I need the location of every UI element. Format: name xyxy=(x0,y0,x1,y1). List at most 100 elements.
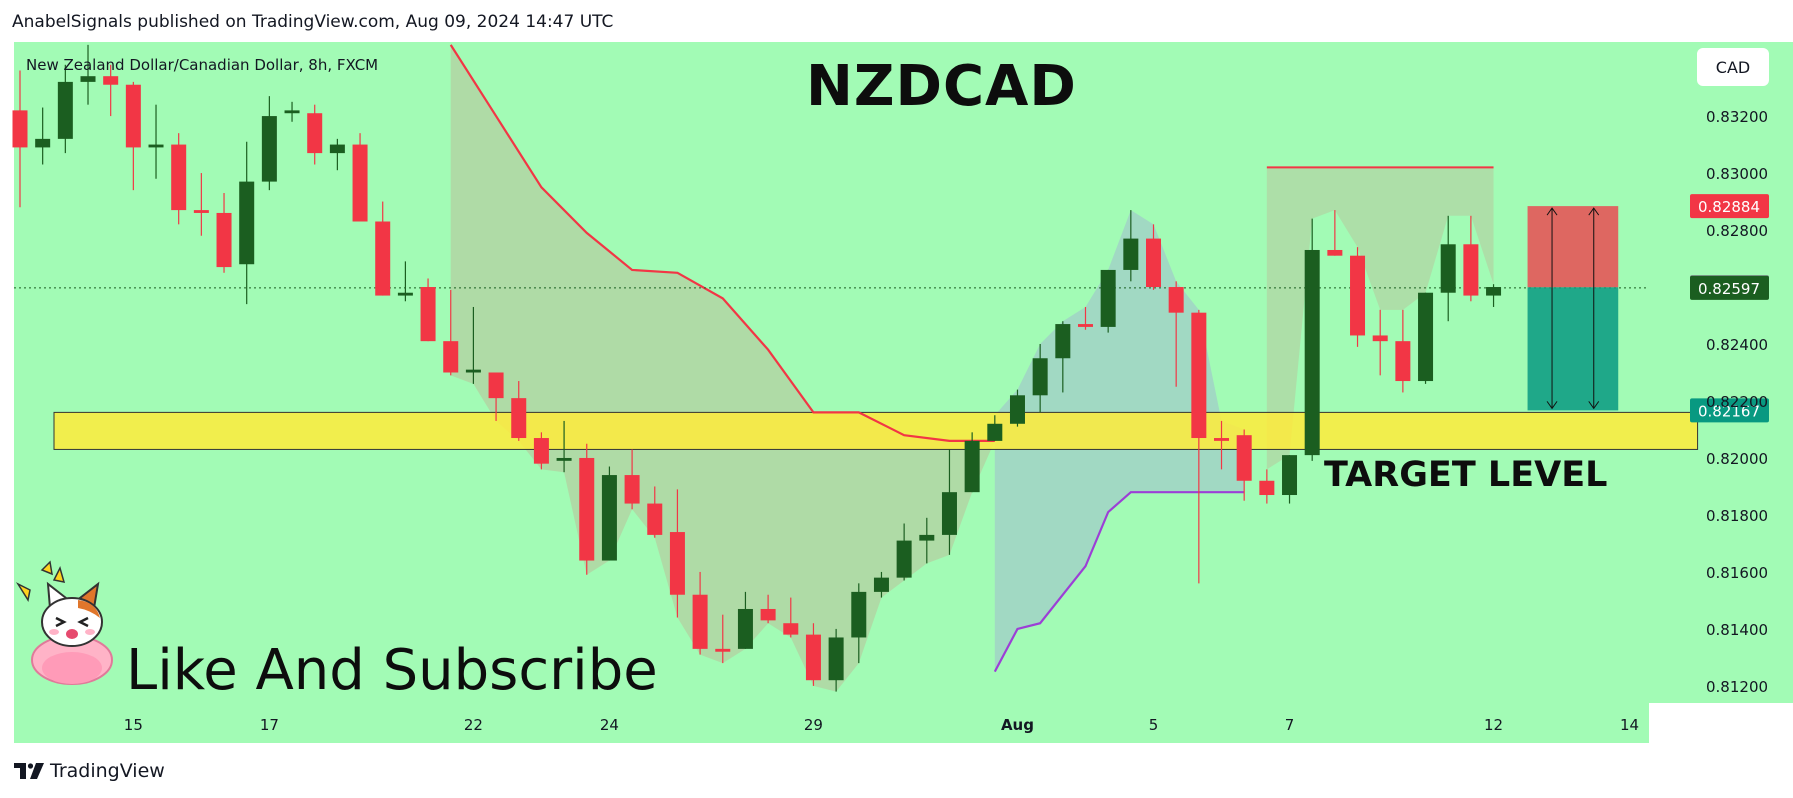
footer xyxy=(0,743,1793,798)
tradingview-logo-text: TradingView xyxy=(50,760,165,782)
x-tick-label: Aug xyxy=(1001,716,1034,734)
candle xyxy=(1486,284,1502,307)
candle xyxy=(397,261,413,302)
y-tick-label: 0.83200 xyxy=(1706,108,1768,126)
candle xyxy=(1236,429,1252,501)
candle-body xyxy=(783,623,799,635)
candle xyxy=(1463,215,1479,302)
candle-body xyxy=(1236,435,1252,481)
price-label: 0.82597 xyxy=(1690,275,1769,300)
candle-body xyxy=(420,287,436,342)
candle-body xyxy=(352,144,368,222)
candle-body xyxy=(533,438,549,464)
candle xyxy=(851,583,867,664)
candle xyxy=(1395,309,1411,393)
chart-plot-area[interactable] xyxy=(14,42,1649,703)
chart-header: AnabelSignals published on TradingView.c… xyxy=(0,0,1793,40)
time-axis[interactable] xyxy=(14,703,1649,743)
candle xyxy=(352,133,368,222)
candle xyxy=(465,306,481,384)
candle xyxy=(1077,306,1093,330)
y-tick-label: 0.82800 xyxy=(1706,222,1768,240)
candle-body xyxy=(1418,292,1434,382)
price-label: 0.82167 xyxy=(1690,398,1769,423)
candle xyxy=(1372,309,1388,376)
candle-body xyxy=(35,138,51,148)
candle xyxy=(533,432,549,470)
candle xyxy=(873,571,889,598)
candle-body xyxy=(1146,238,1161,288)
candle xyxy=(329,138,345,171)
candle-body xyxy=(193,210,209,213)
candle-body xyxy=(103,76,119,85)
candle-body xyxy=(1395,341,1411,382)
candle xyxy=(216,193,232,273)
tradingview-logo[interactable]: TradingView xyxy=(14,760,165,782)
candle xyxy=(805,623,821,686)
candle xyxy=(556,420,572,473)
currency-button[interactable]: CAD xyxy=(1697,48,1769,86)
candle xyxy=(1418,292,1434,384)
candle-body xyxy=(941,492,957,535)
candle xyxy=(1259,469,1275,504)
candle xyxy=(964,432,980,493)
candle xyxy=(1282,455,1298,504)
resistance-fill xyxy=(450,44,995,692)
candle xyxy=(1168,281,1184,387)
candle-body xyxy=(284,110,300,114)
take-profit-zone xyxy=(1527,287,1619,411)
candle xyxy=(284,101,300,122)
candle-body xyxy=(465,369,481,373)
x-tick-label: 14 xyxy=(1620,716,1639,734)
arrow-head-down xyxy=(1546,401,1558,410)
x-tick-label: 29 xyxy=(804,716,823,734)
candle xyxy=(647,486,663,538)
candle xyxy=(828,628,844,692)
candle-body xyxy=(12,110,28,148)
candle-body xyxy=(760,608,776,621)
candle xyxy=(692,571,708,655)
candle xyxy=(1146,224,1161,290)
candle-body xyxy=(828,637,844,681)
candle-body xyxy=(307,113,323,154)
candle-body xyxy=(488,372,504,399)
candle xyxy=(1032,344,1048,413)
candle xyxy=(148,104,164,179)
candle-body xyxy=(805,634,821,681)
candle-body xyxy=(896,540,912,578)
price-axis[interactable] xyxy=(1649,42,1793,703)
x-tick-label: 17 xyxy=(260,716,279,734)
candle xyxy=(669,489,685,618)
candle-body xyxy=(1009,395,1025,424)
candle-body xyxy=(579,457,595,561)
x-tick-label: 5 xyxy=(1149,716,1159,734)
candle xyxy=(239,141,255,305)
candle-body xyxy=(329,144,345,154)
candle xyxy=(1440,215,1456,322)
candle xyxy=(760,594,776,624)
candle xyxy=(57,64,73,154)
candle xyxy=(35,107,51,165)
candle-body xyxy=(125,84,141,148)
candle xyxy=(1214,420,1230,470)
candle xyxy=(624,449,640,510)
candle xyxy=(737,591,753,649)
candle-body xyxy=(1214,438,1230,441)
candle-body xyxy=(443,341,459,373)
candle xyxy=(1304,218,1320,461)
candle-body xyxy=(987,423,1003,441)
target-level-annotation: TARGET LEVEL xyxy=(1324,455,1608,495)
target-zone xyxy=(53,411,1699,450)
candle xyxy=(261,96,277,191)
candle-body xyxy=(261,116,277,182)
price-label-text: 0.82167 xyxy=(1698,402,1760,420)
chart-title: NZDCAD xyxy=(806,54,1077,119)
candle xyxy=(1009,389,1025,427)
price-label: 0.82884 xyxy=(1690,194,1769,219)
candle xyxy=(375,201,391,296)
subscribe-annotation: Like And Subscribe xyxy=(126,638,658,703)
candle-body xyxy=(239,181,255,265)
price-label-text: 0.82884 xyxy=(1698,198,1760,216)
candle xyxy=(1123,210,1139,282)
